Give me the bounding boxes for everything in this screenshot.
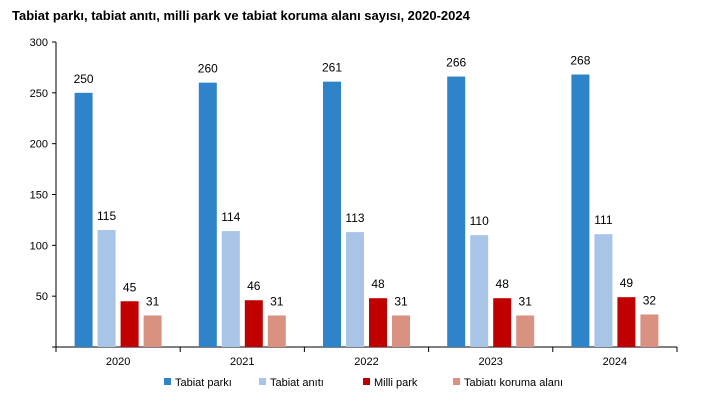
legend-swatch <box>453 378 460 385</box>
bar <box>323 81 341 348</box>
legend-label: Tabiat parkı <box>175 377 232 389</box>
y-tick-label: 250 <box>30 88 48 100</box>
legend-swatch <box>363 378 370 385</box>
bar <box>346 232 364 347</box>
data-label: 266 <box>446 56 466 70</box>
legend-item: Tabiatı koruma alanı <box>453 377 563 389</box>
data-label: 31 <box>394 294 408 308</box>
legend-item: Tabiat anıtı <box>259 377 324 389</box>
legend-item: Milli park <box>363 377 418 389</box>
data-label: 31 <box>519 294 533 308</box>
bar <box>244 300 263 347</box>
bar <box>470 235 489 347</box>
y-tick-label: 150 <box>30 190 48 202</box>
bar <box>447 76 466 348</box>
legend-item: Tabiat parkı <box>164 377 232 389</box>
y-tick-label: 50 <box>36 291 48 303</box>
y-tick-label: 100 <box>30 240 48 252</box>
bar <box>221 231 240 347</box>
data-label: 31 <box>146 294 160 308</box>
bar <box>617 297 636 347</box>
x-tick-label: 2022 <box>354 356 378 368</box>
bar <box>640 314 659 347</box>
data-labels: 250 115 45 31 260 114 46 31 261 113 48 31 266 110 48 31… <box>74 54 657 309</box>
bar <box>198 82 217 348</box>
x-tick-label: 2024 <box>603 356 627 368</box>
y-tick-label: 200 <box>30 139 48 151</box>
data-label: 45 <box>123 280 137 294</box>
data-label: 114 <box>221 210 240 224</box>
y-tick-label: 300 <box>30 37 48 49</box>
data-label: 260 <box>198 62 218 76</box>
data-label: 115 <box>97 209 116 223</box>
legend-label: Tabiatı koruma alanı <box>464 377 563 389</box>
data-label: 110 <box>470 214 489 228</box>
data-label: 46 <box>247 279 261 293</box>
legend-label: Milli park <box>374 377 418 389</box>
data-label: 268 <box>570 54 590 68</box>
data-label: 261 <box>322 61 342 75</box>
legend-label: Tabiat anıtı <box>270 377 324 389</box>
data-label: 48 <box>496 277 510 291</box>
data-label: 250 <box>74 72 94 86</box>
data-label: 32 <box>643 293 657 307</box>
bar <box>493 298 512 347</box>
x-axis: 2020 2021 2022 2023 2024 <box>55 346 678 368</box>
x-tick-label: 2020 <box>106 356 130 368</box>
y-axis: 50 100 150 200 250 300 <box>30 37 57 348</box>
bar <box>143 315 162 347</box>
data-label: 113 <box>345 211 364 225</box>
chart-title: Tabiat parkı, tabiat anıtı, milli park v… <box>12 8 470 23</box>
data-label: 48 <box>371 277 385 291</box>
bar <box>516 315 535 347</box>
legend: Tabiat parkı Tabiat anıtı Milli park Tabiat… <box>164 377 563 389</box>
bar <box>571 74 590 348</box>
data-label: 49 <box>620 276 634 290</box>
data-label: 31 <box>270 294 284 308</box>
bar <box>369 298 387 347</box>
x-tick-label: 2023 <box>478 356 502 368</box>
x-tick-label: 2021 <box>230 356 254 368</box>
bar <box>74 92 93 347</box>
bar <box>594 234 613 347</box>
bar <box>392 315 410 347</box>
bars <box>74 74 659 348</box>
legend-swatch <box>164 378 171 385</box>
bar <box>120 301 139 347</box>
data-label: 111 <box>594 213 613 227</box>
legend-swatch <box>259 378 266 385</box>
bar <box>267 315 286 347</box>
bar <box>97 230 116 347</box>
